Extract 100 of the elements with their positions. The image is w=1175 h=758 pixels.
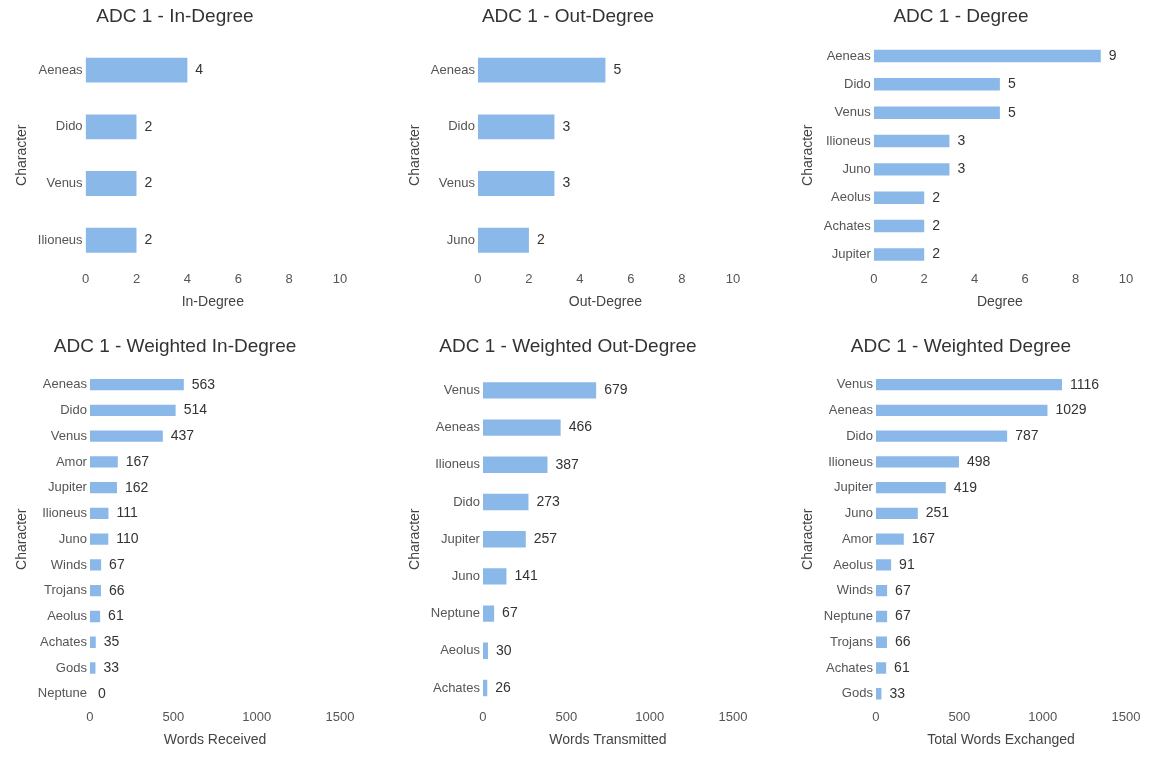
- bar: [89, 662, 96, 674]
- bar: [875, 636, 887, 648]
- x-tick-label: 2: [525, 270, 533, 286]
- data-label: 162: [124, 478, 149, 495]
- y-tick-label: Gods: [55, 659, 88, 675]
- bar: [482, 531, 526, 548]
- x-axis-title: Total Words Exchanged: [927, 731, 1075, 748]
- data-label: 466: [568, 418, 593, 435]
- x-tick-label: 2: [920, 270, 928, 286]
- y-tick-label: Dido: [448, 118, 475, 134]
- y-axis-title: Character: [13, 124, 30, 186]
- y-tick-label: Neptune: [37, 685, 87, 701]
- y-tick-label: Amor: [55, 453, 88, 469]
- y-tick-label: Aeneas: [826, 47, 872, 63]
- data-label: 2: [536, 231, 545, 248]
- x-tick-label: 4: [183, 270, 191, 286]
- y-tick-label: Aeneas: [42, 376, 88, 392]
- data-label: 2: [932, 245, 941, 262]
- data-label: 679: [604, 381, 628, 398]
- bar: [873, 219, 925, 233]
- data-label: 1116: [1069, 375, 1100, 392]
- bar: [482, 456, 548, 473]
- x-axis-title: In-Degree: [181, 293, 245, 310]
- bar: [477, 227, 529, 253]
- bar: [482, 382, 597, 399]
- bar: [875, 379, 1062, 391]
- bar: [482, 642, 488, 659]
- chart-title: ADC 1 - Degree: [893, 4, 1029, 26]
- data-label: 2: [932, 188, 941, 205]
- x-axis-title: Words Transmitted: [549, 731, 667, 748]
- y-tick-label: Ilioneus: [37, 231, 84, 247]
- chart-title: ADC 1 - Weighted Out-Degree: [439, 334, 697, 356]
- x-tick-label: 2: [132, 270, 141, 286]
- y-tick-label: Aeneas: [828, 402, 874, 418]
- y-tick-label: Jupiter: [831, 246, 872, 261]
- data-label: 33: [889, 684, 906, 701]
- y-tick-label: Neptune: [430, 605, 480, 621]
- x-tick-label: 4: [576, 270, 584, 286]
- y-tick-label: Juno: [58, 530, 87, 546]
- y-tick-label: Winds: [50, 556, 88, 572]
- y-tick-label: Ilioneus: [825, 132, 872, 148]
- y-tick-label: Aeolus: [440, 642, 481, 658]
- bar: [873, 248, 925, 261]
- data-label: 9: [1108, 46, 1117, 63]
- bar: [482, 493, 529, 511]
- y-tick-label: Achates: [823, 217, 872, 233]
- bar: [482, 568, 507, 585]
- y-tick-label: Jupiter: [47, 479, 88, 495]
- data-label: 498: [966, 452, 991, 469]
- y-tick-label: Dido: [453, 493, 480, 509]
- y-tick-label: Winds: [836, 582, 874, 598]
- bar: [873, 134, 950, 148]
- bar: [875, 610, 888, 623]
- x-tick-label: 10: [1118, 270, 1134, 286]
- bar: [89, 379, 184, 391]
- x-tick-label: 1000: [635, 708, 665, 724]
- bar: [89, 585, 101, 597]
- x-tick-label: 8: [285, 270, 293, 286]
- y-tick-label: Aeolus: [47, 608, 88, 624]
- bar: [875, 456, 959, 468]
- x-tick-label: 8: [678, 270, 686, 286]
- data-label: 387: [555, 455, 580, 472]
- data-label: 1029: [1055, 401, 1087, 418]
- y-tick-label: Venus: [50, 427, 88, 443]
- bar: [482, 679, 488, 697]
- bar: [875, 482, 946, 494]
- data-label: 257: [533, 530, 558, 547]
- y-tick-label: Ilioneus: [42, 505, 88, 521]
- bar: [89, 533, 109, 545]
- data-label: 67: [109, 555, 125, 572]
- y-tick-label: Venus: [46, 175, 84, 191]
- data-label: 251: [925, 504, 950, 521]
- data-label: 5: [1007, 103, 1016, 120]
- data-label: 3: [562, 174, 571, 191]
- x-tick-label: 6: [234, 270, 242, 286]
- data-label: 67: [502, 604, 518, 621]
- bar: [482, 605, 495, 622]
- x-tick-label: 0: [479, 708, 487, 724]
- bar: [89, 610, 101, 623]
- bar: [89, 456, 118, 468]
- bar: [875, 585, 888, 597]
- y-tick-label: Dido: [55, 118, 83, 134]
- data-label: 35: [103, 633, 120, 650]
- chart-title: ADC 1 - Weighted In-Degree: [53, 334, 297, 356]
- x-tick-label: 1500: [718, 708, 748, 724]
- x-tick-label: 10: [725, 270, 741, 286]
- data-label: 111: [116, 504, 138, 521]
- x-tick-label: 0: [872, 708, 880, 724]
- y-tick-label: Aeneas: [430, 61, 476, 77]
- bar: [89, 507, 109, 520]
- data-label: 110: [116, 530, 139, 547]
- y-tick-label: Juno: [844, 505, 873, 521]
- data-label: 2: [144, 117, 153, 134]
- y-tick-label: Aeneas: [435, 419, 481, 435]
- data-label: 273: [536, 492, 561, 509]
- y-tick-label: Aeolus: [833, 556, 874, 572]
- x-axis-title: Degree: [976, 293, 1024, 310]
- y-tick-label: Dido: [846, 427, 873, 443]
- bar: [875, 662, 887, 674]
- x-tick-label: 1000: [242, 708, 272, 724]
